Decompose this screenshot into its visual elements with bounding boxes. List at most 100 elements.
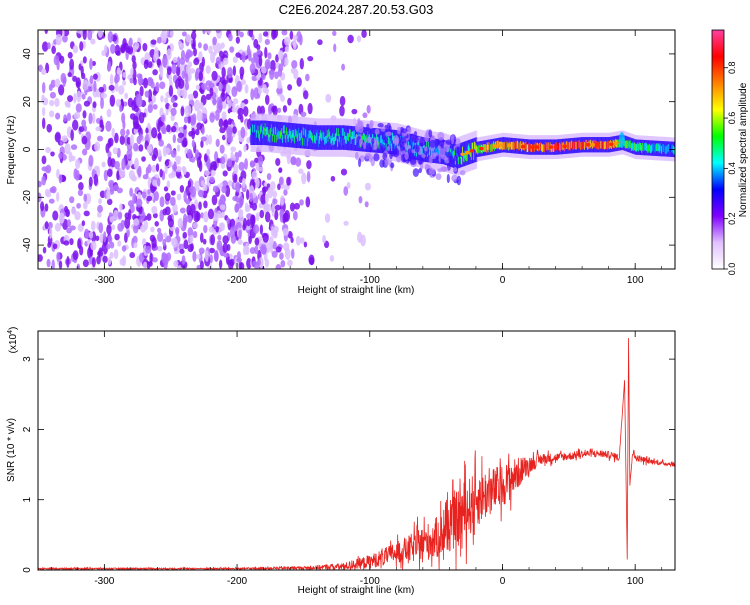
spectrogram-noise-cell [145,127,149,134]
spectrogram-noise-cell [129,187,133,197]
spectrogram-noise-cell [171,164,178,171]
spectrogram-noise-cell [170,30,174,38]
spectrogram-noise-cell [70,144,78,150]
spectrogram-noise-cell [145,245,152,254]
spectrogram-noise-cell [141,191,147,199]
chart-title: C2E6.2024.287.20.53.G03 [279,2,434,17]
spectrogram-noise-cell [192,113,197,124]
spectrogram-noise-cell [142,174,149,180]
spectrogram-noise-cell [94,141,101,152]
spectrogram-noise-cell [249,214,256,225]
spectrogram-noise-cell [185,73,189,84]
spectrogram-noise-cell [264,59,271,70]
spectrogram-noise-cell [428,129,433,138]
spectrogram-noise-cell [208,82,215,89]
snr-xlabel: Height of straight line (km) [298,585,415,596]
y-tick-label: 0 [22,567,33,573]
spectrogram-noise-cell [209,112,215,123]
spectrogram-noise-cell [450,134,455,145]
spectrogram-peak-cell [520,144,526,149]
y-tick-label: 2 [22,426,33,432]
spectrogram-noise-cell [235,52,241,58]
spectrogram-noise-cell [90,240,97,251]
spectrogram-noise-cell [107,150,112,159]
spectrogram-noise-cell [107,61,112,72]
spectrogram-noise-cell [58,212,65,224]
spectrogram-noise-cell [248,30,254,38]
spectrogram-noise-cell [213,218,218,228]
spectrogram-peak-cell [562,144,568,149]
spectrogram-noise-cell [371,137,375,145]
spectrogram-noise-cell [164,206,171,216]
spectrogram-noise-cell [139,85,144,97]
spectrogram-noise-cell [38,180,42,188]
spectrogram-noise-cell [86,239,91,246]
spectrogram-noise-cell [236,257,242,263]
spectrogram-noise-cell [76,263,81,269]
spectrogram-noise-cell [121,112,126,124]
spectrogram-noise-cell [215,42,222,54]
spectrogram-noise-cell [283,188,288,196]
spectrogram-noise-cell [270,60,276,72]
spectrogram-noise-cell [306,171,311,183]
spectrogram-noise-cell [181,165,186,173]
spectrogram-noise-cell [81,72,86,80]
spectrogram-noise-cell [179,207,186,214]
spectrogram-noise-cell [238,161,245,171]
spectrogram-noise-cell [219,144,225,154]
spectrogram-noise-cell [146,195,153,202]
spectrogram-noise-cell [409,156,417,165]
spectrogram-noise-cell [42,97,49,106]
spectrogram-noise-cell [277,183,281,191]
spectrogram-noise-cell [192,230,198,239]
spectrogram-noise-cell [170,107,177,117]
spectrogram-noise-cell [202,238,207,245]
spectrogram-noise-cell [179,248,185,255]
spectrogram-noise-cell [290,156,297,165]
spectrogram-noise-cell [71,207,77,215]
spectrogram-noise-cell [223,252,229,258]
spectrogram-noise-cell [192,251,197,262]
spectrogram-noise-cell [108,137,114,147]
spectrogram-noise-cell [114,73,120,83]
spectrogram-noise-cell [275,263,282,269]
snr-series-line [38,338,675,570]
spectrogram-noise-cell [238,195,244,207]
spectrogram-noise-cell [262,31,269,37]
spectrogram-noise-cell [183,239,189,250]
spectrogram-noise-cell [147,104,153,114]
spectrogram-noise-cell [190,203,196,214]
spectrogram-noise-cell [260,193,267,205]
spectrogram-noise-cell [193,47,197,57]
spectrogram-noise-cell [183,116,189,124]
spectrogram-noise-cell [192,37,196,50]
spectrogram-noise-cell [99,190,106,199]
snr-ylabel: SNR (10 * v/v) [6,418,17,482]
spectrogram-noise-cell [208,45,213,55]
spectrogram-noise-cell [138,217,144,224]
spectrogram-noise-cell [413,130,418,137]
x-tick-label: 0 [500,576,506,587]
spectrogram-noise-cell [265,94,270,105]
spectrogram-noise-cell [292,41,297,50]
spectrogram-noise-cell [225,83,231,94]
spectrogram-noise-cell [44,30,48,35]
spectrogram-noise-cell [126,148,133,160]
spectrogram-peak-cell [590,142,595,147]
spectrogram-noise-cell [41,81,46,94]
spectrogram-noise-cell [113,249,119,260]
spectrogram-noise-cell [81,119,87,128]
spectrogram-noise-cell [169,196,176,206]
spectrogram-noise-cell [322,235,327,244]
spectrogram-noise-cell [141,212,146,219]
spectrogram-noise-cell [357,118,361,126]
spectrogram-noise-cell [252,181,256,188]
spectrogram-noise-cell [259,209,265,219]
spectrogram-peak-cell [530,145,535,149]
spectrogram-noise-cell [111,127,115,139]
spectrogram-noise-cell [69,58,75,70]
spectrogram-noise-cell [364,152,371,160]
spectrogram-noise-cell [235,36,240,44]
spectrogram-noise-cell [208,247,216,254]
spectrogram-noise-cell [195,128,200,136]
